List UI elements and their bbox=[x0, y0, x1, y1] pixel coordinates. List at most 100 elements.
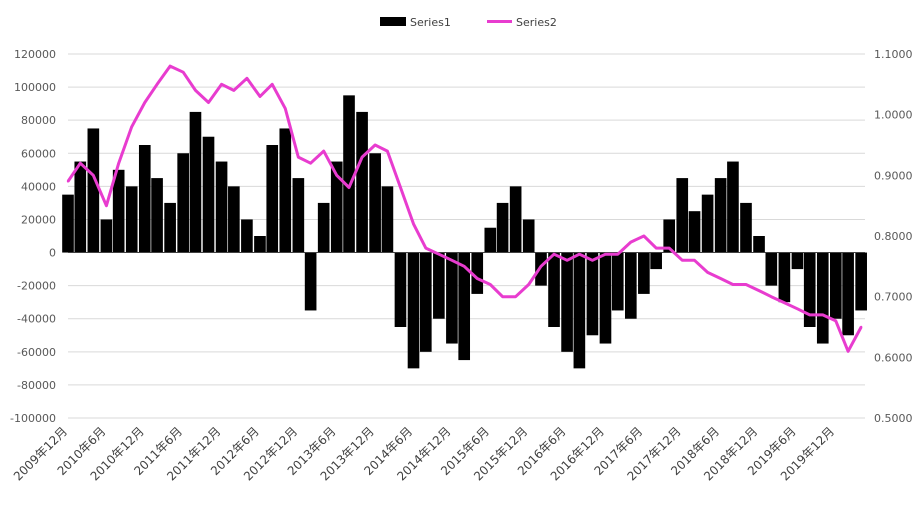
series1-bar bbox=[471, 252, 484, 294]
series1-bar bbox=[688, 211, 701, 253]
right-tick-label: 1.0000 bbox=[874, 109, 913, 122]
series1-bar bbox=[458, 252, 471, 361]
series2-point bbox=[578, 253, 581, 256]
series1-bar bbox=[292, 178, 305, 253]
series1-bar bbox=[254, 236, 266, 253]
series2-point bbox=[373, 143, 377, 147]
series2-point bbox=[681, 259, 684, 262]
series2-point bbox=[105, 204, 108, 207]
series2-point bbox=[616, 253, 619, 256]
series2-point bbox=[168, 64, 172, 68]
series1-bar bbox=[727, 161, 739, 253]
series1-bar bbox=[586, 252, 599, 336]
series2-point bbox=[130, 125, 133, 128]
left-tick-label: -40000 bbox=[17, 313, 56, 326]
series1-bar bbox=[663, 219, 676, 253]
right-tick-label: 0.7000 bbox=[874, 291, 913, 304]
right-tick-label: 0.8000 bbox=[874, 230, 913, 243]
series2-point bbox=[271, 83, 274, 86]
right-axis: 0.5000 0.6000 0.7000 0.8000 0.9000 1.0000 1.10… bbox=[874, 48, 913, 425]
series2-line bbox=[66, 64, 863, 353]
left-tick-label: 40000 bbox=[21, 180, 56, 193]
series1-bar bbox=[381, 186, 394, 253]
series2-point bbox=[284, 107, 287, 110]
series2-point bbox=[117, 162, 120, 165]
series1-bar bbox=[343, 95, 355, 253]
left-tick-label: 0 bbox=[49, 247, 56, 260]
series2-point bbox=[808, 313, 811, 317]
series2-point bbox=[450, 259, 454, 262]
series2-point bbox=[539, 265, 543, 268]
series1-bar bbox=[228, 186, 240, 253]
left-tick-label: 80000 bbox=[21, 114, 56, 127]
series2-point bbox=[360, 155, 364, 159]
series2-point bbox=[386, 149, 389, 153]
series1-bar bbox=[279, 128, 292, 253]
series2-point bbox=[476, 277, 479, 280]
series2-point bbox=[297, 155, 300, 159]
series1-bar bbox=[611, 252, 624, 311]
series1-bar bbox=[816, 252, 829, 344]
series1-bar bbox=[561, 252, 573, 352]
series1-bar bbox=[177, 153, 189, 253]
series1-bar bbox=[419, 252, 432, 352]
series1-bar bbox=[842, 252, 854, 336]
series2-point bbox=[654, 246, 658, 250]
series1-bar bbox=[484, 227, 497, 253]
series2-point bbox=[757, 289, 761, 292]
series1-bar bbox=[509, 186, 522, 253]
series1-bar bbox=[266, 145, 279, 253]
series2-point bbox=[719, 277, 722, 280]
left-tick-label: -20000 bbox=[17, 280, 56, 293]
series1-bar bbox=[714, 178, 727, 253]
series1-bar bbox=[855, 252, 867, 311]
series2-point bbox=[527, 283, 530, 286]
series2-point bbox=[834, 319, 838, 323]
series2-point bbox=[565, 259, 569, 262]
x-axis: 2009年12月2010年6月2010年12月2011年6月2011年12月20… bbox=[11, 424, 837, 483]
series1-bar bbox=[394, 252, 407, 327]
left-tick-label: 60000 bbox=[21, 147, 56, 160]
series2-point bbox=[92, 174, 95, 177]
series1-bar bbox=[138, 145, 151, 253]
series1-bar bbox=[433, 252, 445, 319]
legend-series1-label: Series1 bbox=[410, 16, 451, 29]
series1-bar bbox=[125, 186, 138, 253]
legend-series1-swatch bbox=[380, 17, 406, 26]
left-tick-label: 20000 bbox=[21, 213, 56, 226]
series2-point bbox=[552, 253, 556, 256]
series1-bar bbox=[548, 252, 560, 327]
series1-bar bbox=[638, 252, 650, 294]
series2-point bbox=[462, 265, 466, 268]
series2-point bbox=[207, 101, 210, 104]
series1-bar bbox=[369, 153, 381, 253]
series1-bar bbox=[753, 236, 765, 253]
series1-bar bbox=[740, 202, 752, 253]
series1-bar bbox=[317, 202, 330, 253]
series2-point bbox=[604, 253, 607, 256]
series1-bar bbox=[535, 252, 547, 286]
series1-bar bbox=[62, 194, 74, 253]
series1-bar bbox=[765, 252, 778, 286]
left-tick-label: -60000 bbox=[17, 346, 56, 359]
series1-bar bbox=[189, 111, 202, 253]
left-tick-label: -100000 bbox=[10, 412, 56, 425]
series2-point bbox=[514, 295, 517, 298]
series2-point bbox=[501, 295, 504, 298]
series2-point bbox=[194, 89, 197, 92]
series1-bar bbox=[496, 202, 509, 253]
series2-point bbox=[668, 246, 671, 250]
series2-point bbox=[437, 253, 441, 256]
series2-point bbox=[322, 149, 325, 153]
series1-bar bbox=[624, 252, 637, 319]
series2-point bbox=[591, 259, 594, 262]
series1-bar bbox=[676, 178, 689, 253]
series1-bar bbox=[522, 219, 535, 253]
series2-point bbox=[642, 234, 646, 238]
series2-point bbox=[412, 222, 415, 226]
series1-bar bbox=[241, 219, 253, 253]
series2-point bbox=[335, 174, 338, 177]
series2-point bbox=[232, 89, 236, 92]
series2-point bbox=[309, 162, 312, 165]
